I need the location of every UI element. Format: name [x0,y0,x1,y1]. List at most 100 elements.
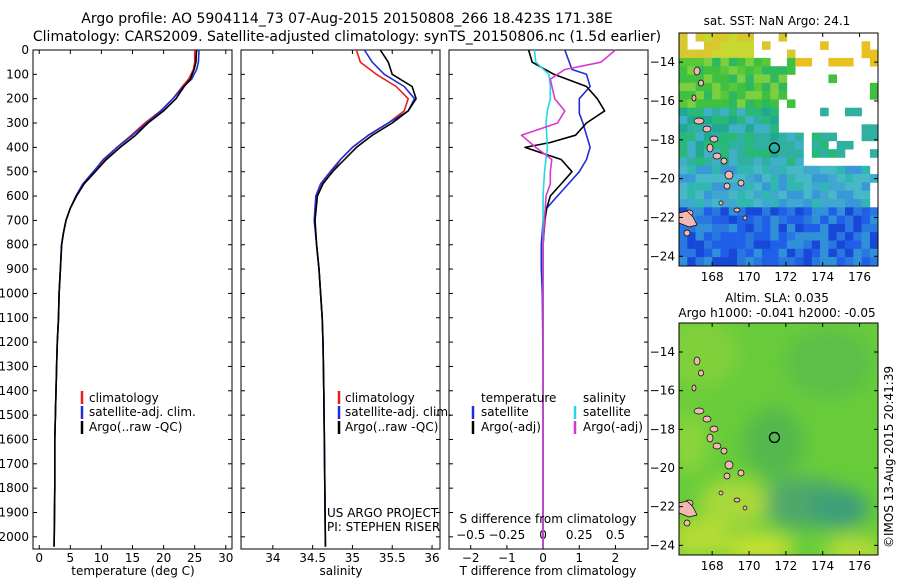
sla-islands [679,356,748,527]
sst-cell [695,49,705,59]
depth-tick-label: 400 [6,140,29,154]
sst-cell [836,248,846,258]
island-shape [718,490,724,496]
sst-cell [861,215,871,225]
sst-cell [762,207,771,216]
sst-cell [770,157,779,167]
sst-cell [679,82,688,92]
sst-cell [712,207,721,216]
sst-cell [728,116,738,125]
sst-cell [853,190,862,200]
sst-cell [811,215,821,225]
sst-cell [712,74,721,84]
x-tick-label: 35 [345,551,360,565]
sst-cell [720,199,730,208]
sst-cell [703,91,713,100]
diff-series-4 [520,49,616,547]
sst-cell [845,140,854,150]
sst-cell [737,124,746,133]
sst-cell [795,232,804,241]
sst-cell [828,149,837,158]
sst-cell [845,207,854,216]
sst-cell [820,132,829,142]
sst-cell [811,165,821,175]
sst-cell [762,99,771,108]
sst-cell [687,107,696,117]
map-y-tick-label: −16 [650,384,675,398]
sst-cell [679,248,688,258]
sst-cell [795,57,804,67]
sst-cell [745,182,754,191]
sst-cell [795,190,804,200]
sst-cell [828,223,837,233]
island-shape [718,200,724,206]
sst-cell [811,140,821,150]
sst-cell [728,257,738,266]
sst-cell [811,223,821,233]
sst-cell [845,107,854,117]
sst-cell [737,91,746,100]
sst-cell [737,140,746,150]
series-line-3 [53,49,198,547]
legend-salinity-title: salinity [583,391,626,405]
legend-argo-label: Argo(..raw -QC) [89,420,182,434]
sst-cell [836,215,846,225]
sst-cell [828,182,837,191]
map-y-tick-label: −22 [650,210,675,224]
sst-cell [745,140,754,150]
sst-cell [770,66,779,75]
sst-cell [762,232,771,241]
s-difference-label: S difference from climatology [460,512,637,526]
sst-cell [869,91,878,100]
sst-cell [703,82,713,92]
legend-sal-argo-label: Argo(-adj) [583,420,643,434]
sst-cell [679,107,688,117]
sla-map-ticks: 168 170 172 174 176 −14 −16 −18 −20 −22 −24 [650,323,878,573]
sst-cell [679,140,688,150]
sst-cell [728,157,738,167]
depth-tick-label: 1600 [0,432,29,446]
sst-cell [703,132,713,142]
sst-cell [861,223,871,233]
sst-cell [728,91,738,100]
sst-cell [762,157,771,167]
sst-cell [786,257,796,266]
sst-cell [695,74,705,84]
island-shape [693,356,701,366]
sst-cell [828,132,837,142]
sst-cell [737,49,746,59]
island-shape [720,157,728,165]
x-tick-label: 2 [612,551,620,565]
sst-cell [737,149,746,158]
island-shape [683,229,691,237]
sst-cell [703,257,713,266]
sst-cell [861,190,871,200]
sst-cell [687,99,696,108]
sst-cell [786,248,796,258]
sst-cell [803,207,813,216]
sst-cell [728,49,738,59]
sst-cell [745,41,754,50]
sst-cell [703,207,713,216]
sst-cell [845,215,854,225]
map-y-tick-label: −16 [650,94,675,108]
sst-cell [687,165,696,175]
sst-cell [679,240,688,250]
sst-cell [811,174,821,183]
sst-cell [770,174,779,183]
sst-cell [753,57,763,67]
sst-cell [728,82,738,92]
sst-cell [703,57,713,67]
sst-cell [753,248,763,258]
sst-cell [720,116,730,125]
sst-cell [703,182,713,191]
sst-cell [778,149,788,158]
sst-cell [712,240,721,250]
sst-cell [795,174,804,183]
sst-cell [737,33,746,42]
sst-cell [762,174,771,183]
x-tick-label: 34.5 [299,551,326,565]
island-shape [683,519,691,527]
sst-cell [778,66,788,75]
sst-cell [737,66,746,75]
